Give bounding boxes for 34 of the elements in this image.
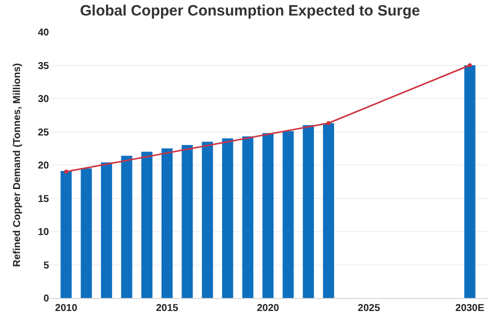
point (64, 170, 68, 174)
y-tick-label: 20 (38, 160, 50, 172)
bar (464, 65, 476, 298)
bar (182, 145, 193, 298)
x-tick-label: 2020 (256, 303, 280, 314)
y-tick-label: 0 (43, 294, 50, 304)
x-tick-label: 2030E (455, 303, 485, 314)
y-tick-label: 10 (38, 227, 50, 238)
bar (302, 125, 314, 298)
bar (242, 136, 254, 298)
x-tick-label: 2025 (358, 303, 380, 314)
bar (60, 170, 72, 298)
y-tick-label: 15 (38, 194, 50, 205)
bar (222, 138, 234, 298)
chart-title: Global Copper Consumption Expected to Surge (80, 2, 420, 20)
bar (282, 131, 294, 298)
bar (322, 123, 334, 298)
bar (100, 162, 112, 298)
point (326, 121, 331, 126)
y-tick-label: 5 (43, 260, 50, 272)
bar (80, 168, 92, 298)
y-axis-title: Refined Copper Demand (Tonnes, Millions) (12, 63, 23, 267)
bar (202, 142, 213, 298)
y-tick-label: 35 (38, 60, 50, 72)
x-tick-label: 2015 (156, 303, 179, 314)
bar (141, 152, 152, 298)
y-tick-label: 30 (38, 94, 50, 105)
bar (262, 133, 274, 298)
point (468, 63, 472, 68)
bar (162, 148, 173, 298)
x-tick-label: 2010 (55, 303, 78, 314)
y-tick-label: 25 (38, 127, 50, 138)
y-tick-label: 40 (38, 28, 50, 38)
bar (121, 156, 132, 298)
